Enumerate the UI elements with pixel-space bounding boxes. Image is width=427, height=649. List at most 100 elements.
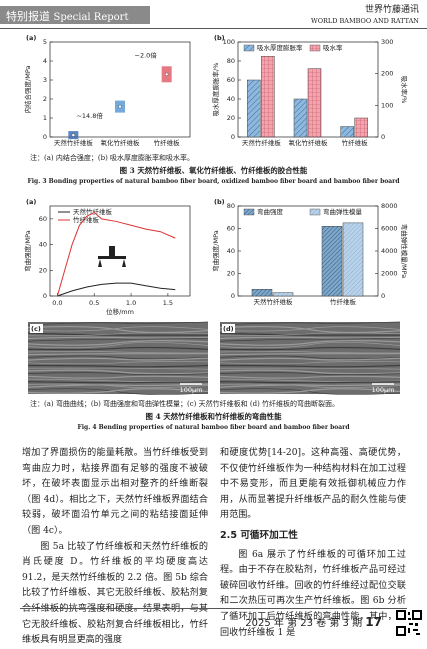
sem-texture [219, 372, 401, 375]
sem-texture [27, 337, 209, 342]
sem-texture [219, 340, 401, 346]
scale-label: 100μm [180, 386, 203, 394]
sem-texture [27, 353, 208, 356]
sem-texture [27, 369, 209, 375]
sem-texture [27, 361, 209, 365]
y-tick-label: 20 [227, 114, 235, 122]
sem-texture [27, 364, 209, 368]
y2-tick-label: 0 [381, 133, 385, 141]
sem-texture [219, 388, 401, 395]
sem-texture [219, 361, 401, 365]
legend-label: 吸水率 [323, 43, 343, 52]
x-tick-label: 1.0 [126, 299, 136, 307]
sem-texture [28, 367, 209, 370]
annotation: ~14.8倍 [76, 111, 103, 120]
journal-en: WORLD BAMBOO AND RATTAN [311, 17, 419, 25]
sem-texture [27, 355, 209, 360]
sem-texture [27, 388, 209, 394]
sem-texture [27, 325, 209, 334]
header-rule [0, 28, 427, 29]
sem-texture [219, 383, 401, 388]
year: 2025 年 [245, 618, 284, 629]
panel-label: (a) [26, 34, 36, 42]
panel-label: (b) [214, 34, 225, 42]
y-axis-label: 吸水厚度膨胀率/% [211, 63, 220, 117]
legend-swatch [243, 44, 255, 52]
y2-tick-label: 2000 [381, 270, 398, 278]
x-axis-label: 位移/mm [106, 307, 134, 316]
sem-texture [27, 321, 209, 326]
y-tick-label: 60 [227, 76, 235, 84]
y-tick-label: 80 [227, 202, 235, 210]
issue: 第 3 期 [329, 618, 363, 629]
y2-tick-label: 200 [381, 70, 393, 78]
y-tick-label: 5 [43, 38, 47, 46]
scale-label: 100μm [372, 386, 395, 394]
sem-texture [27, 332, 209, 336]
legend-label: 天然竹纤维板 [73, 207, 113, 216]
legend-swatch [309, 44, 321, 52]
y2-tick-label: 300 [381, 38, 393, 46]
x-tick-label: 氧化竹纤维板 [101, 138, 141, 147]
icon-part [98, 259, 126, 267]
sem-texture [27, 351, 209, 354]
sem-texture [27, 326, 209, 332]
bar [342, 222, 364, 297]
sem-texture [219, 353, 400, 356]
fig4-title: 图 4 天然竹纤维板和竹纤维板的弯曲性能 [145, 412, 282, 421]
icon-part [109, 246, 115, 256]
fig3-note: 注：(a) 内结合强度；(b) 吸水厚度膨胀率和吸水率。 [30, 154, 195, 162]
x-tick-label: 0.5 [89, 299, 99, 307]
bar [251, 289, 273, 297]
sem-texture [219, 332, 401, 336]
y-tick-label: 20 [39, 266, 47, 274]
page-number: 17 [365, 615, 382, 629]
sem-texture [27, 332, 209, 337]
paragraph: 和硬度优势[14-20]。这种高强、高硬优势，不仅使竹纤维板作为一种结构材料在加… [220, 448, 406, 521]
legend-label: 弯曲弹性模量 [323, 207, 363, 216]
y-axis-label: 弯曲强度/MPa [23, 230, 32, 271]
bar [261, 56, 275, 138]
sem-texture [219, 351, 401, 354]
icon-part [98, 256, 126, 259]
panel-label-bg [222, 324, 235, 333]
sem-texture [219, 342, 401, 349]
sem-texture [27, 336, 209, 340]
sem-texture [219, 336, 401, 340]
legend-label: 竹纤维板 [73, 215, 100, 224]
y-tick-label: 40 [39, 241, 47, 249]
fig4-title-en: Fig. 4 Bending properties of natural bam… [77, 424, 350, 431]
y-tick-label: 0 [43, 292, 47, 300]
paragraph: 图 5a 比较了竹纤维板和天然竹纤维板的肖氏硬度 D。竹纤维板的平均硬度高达 9… [22, 541, 208, 646]
bar [354, 117, 368, 138]
sem-texture [27, 375, 209, 379]
line [56, 211, 176, 297]
panel-label: (c) [31, 325, 41, 333]
sem-texture [219, 321, 401, 326]
y2-tick-label: 8000 [381, 202, 398, 210]
x-tick-label: 天然竹纤维板 [242, 138, 282, 147]
header-bar [0, 6, 150, 24]
y-tick-label: 40 [227, 247, 235, 255]
paragraph: 增加了界面损伤的能量耗散。当竹纤维板受到弯曲应力时，粘接界面有足够的强度不被破坏… [22, 448, 208, 536]
journal-cn: 世界竹藤通讯 [364, 5, 419, 15]
paragraph: 图 6a 展示了竹纤维板的可循环加工过程。由于不存在胶粘剂，竹纤维板产品可经过破… [220, 549, 406, 638]
sem-texture [27, 346, 209, 351]
mean-point [71, 133, 76, 137]
legend-swatch [243, 208, 255, 216]
qr-code [396, 610, 422, 636]
section: 特别报道 Special Report [6, 8, 128, 24]
annotation: ~2.0倍 [135, 50, 158, 59]
y-tick-label: 3 [43, 76, 47, 84]
y-tick-label: 4 [43, 57, 47, 65]
y-axis-label: 弯曲强度/MPa [211, 230, 220, 271]
x-tick-label: 竹纤维板 [154, 138, 181, 147]
x-tick-label: 竹纤维板 [330, 297, 357, 306]
x-tick-label: 1.5 [163, 299, 173, 307]
fig3-title: 图 3 天然竹纤维板、氧化竹纤维板、竹纤维板的胶合性能 [119, 166, 308, 175]
sem-texture [220, 367, 401, 370]
y2-tick-label: 0 [381, 292, 385, 300]
sem-texture [27, 340, 209, 346]
